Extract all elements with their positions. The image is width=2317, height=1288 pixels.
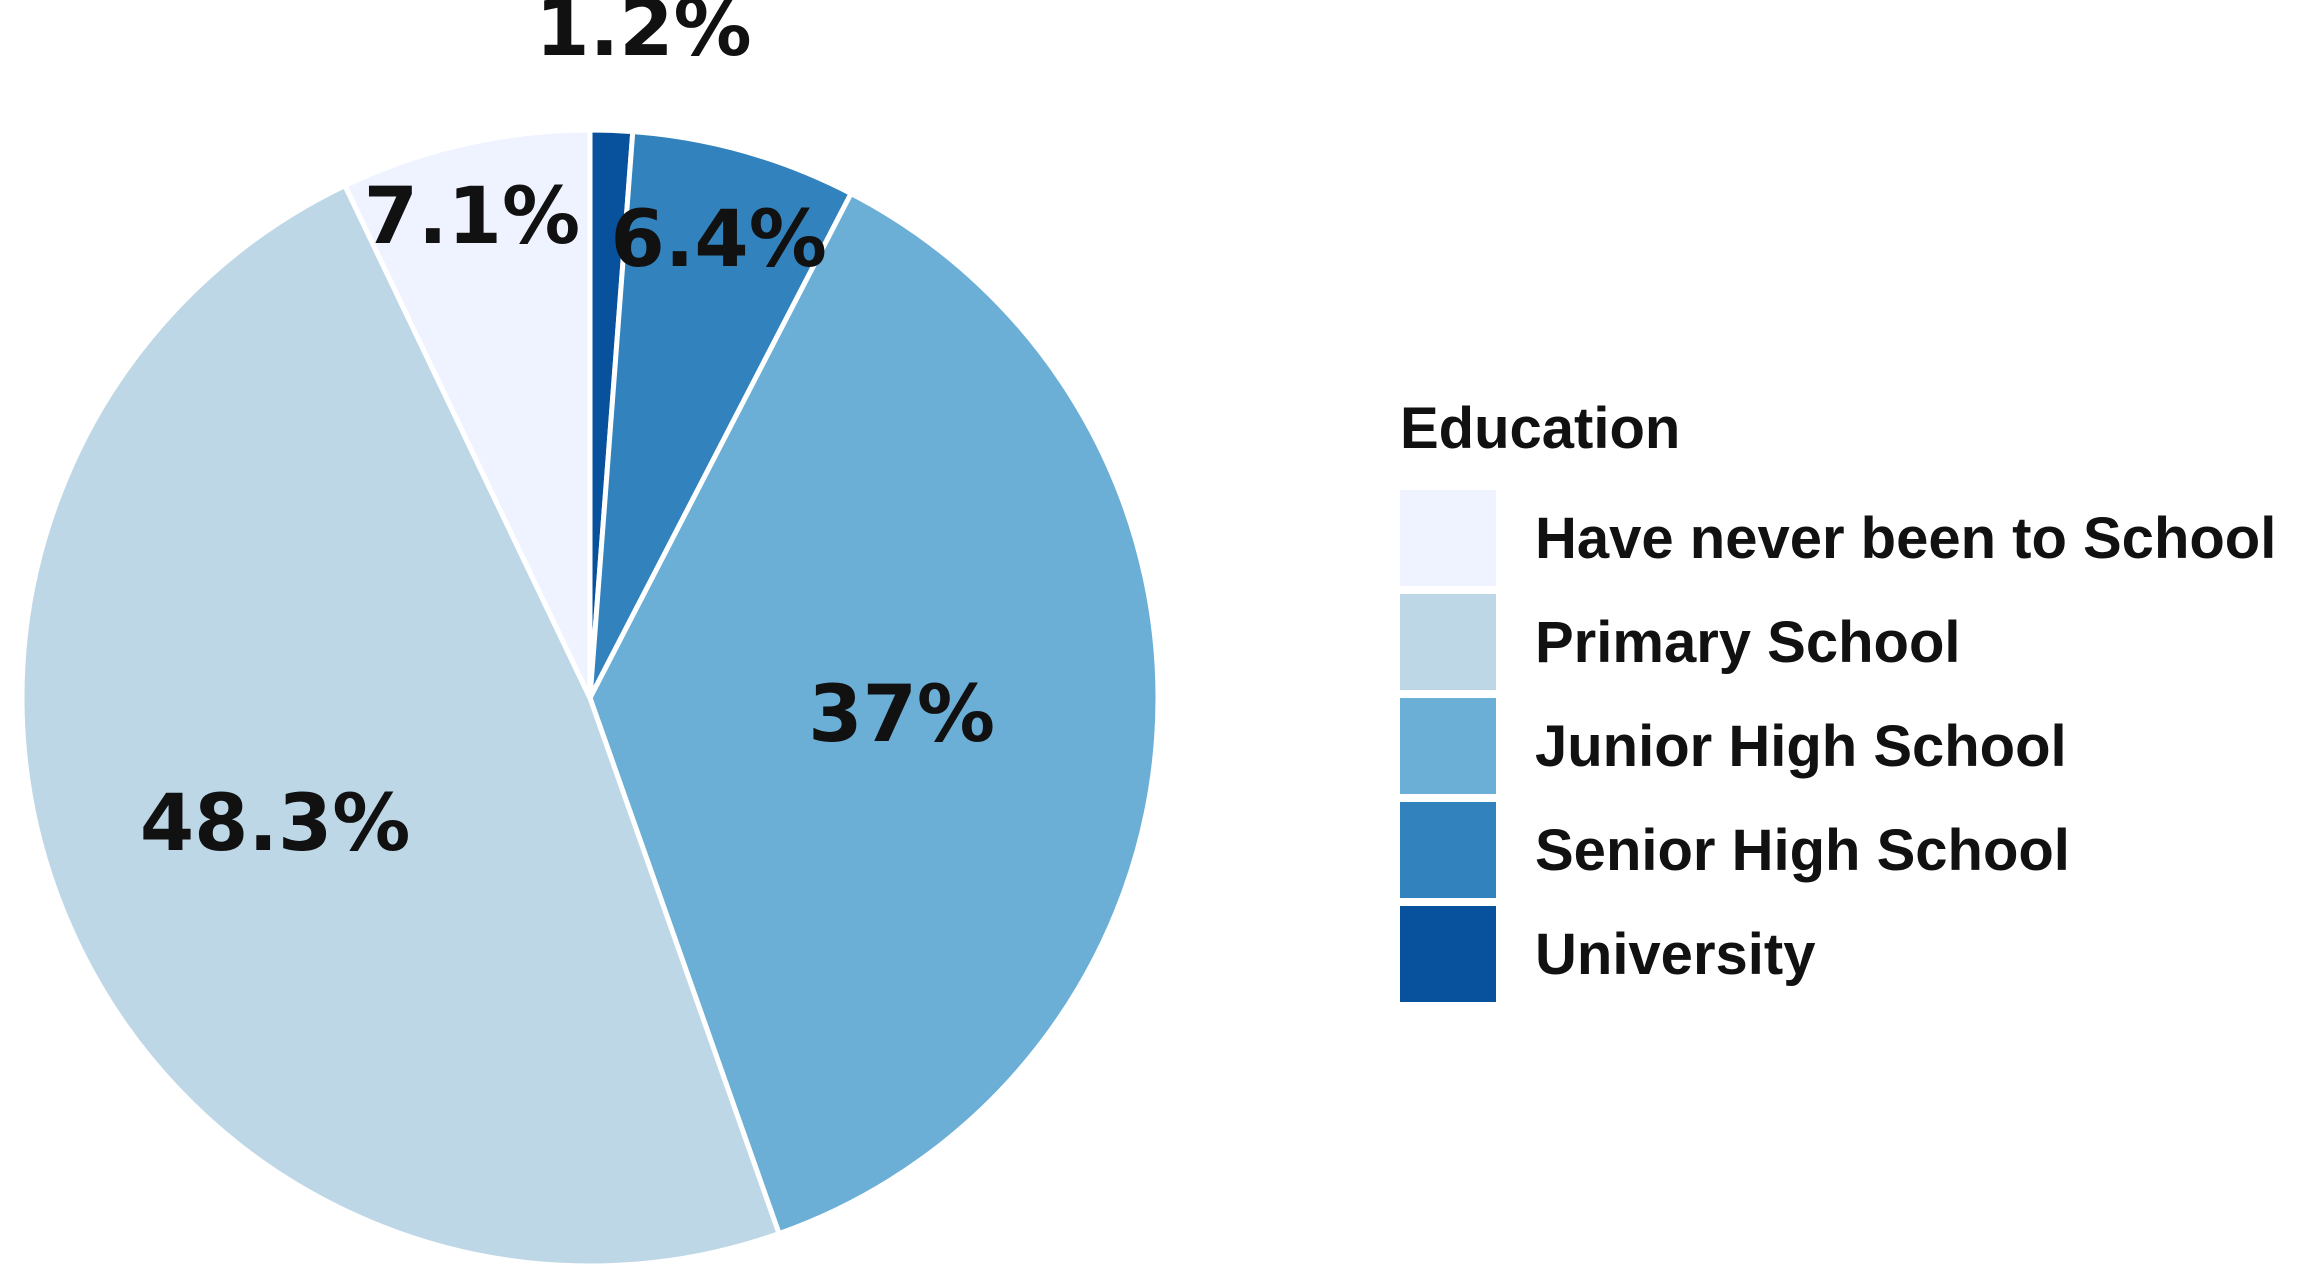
- slice-label-have-never-been-to-school: 7.1%: [364, 172, 580, 262]
- pie-slice-senior-high-school: [587, 129, 854, 701]
- legend-swatch-junior-high-school: [1400, 698, 1496, 794]
- legend-swatch-university: [1400, 906, 1496, 1002]
- pie-slice-primary-school: [19, 183, 782, 1269]
- slice-label-junior-high-school: 37%: [808, 670, 995, 760]
- legend-title: Education: [1400, 396, 1680, 461]
- pie-slices: [19, 127, 1161, 1269]
- legend-items: Have never been to School Primary School J…: [1400, 490, 2276, 1002]
- legend-label-primary-school: Primary School: [1535, 610, 1960, 675]
- legend-label-university: University: [1535, 922, 1815, 987]
- legend-swatch-have-never-been-to-school: [1400, 490, 1496, 586]
- legend-swatch-primary-school: [1400, 594, 1496, 690]
- legend-label-senior-high-school: Senior High School: [1535, 818, 2070, 883]
- slice-label-senior-high-school: 6.4%: [611, 195, 827, 285]
- pie-slice-junior-high-school: [587, 191, 1161, 1237]
- pie-slice-have-never-been-to-school: [342, 127, 593, 701]
- legend-label-junior-high-school: Junior High School: [1535, 714, 2067, 779]
- legend-label-have-never-been-to-school: Have never been to School: [1535, 506, 2276, 571]
- slice-label-primary-school: 48.3%: [140, 779, 411, 869]
- legend-swatch-senior-high-school: [1400, 802, 1496, 898]
- slice-label-university: 1.2%: [535, 0, 751, 74]
- pie-slice-labels: 1.2% 6.4% 37% 48.3% 7.1%: [140, 0, 995, 869]
- legend: Education Have never been to School Prima…: [1400, 396, 2276, 1002]
